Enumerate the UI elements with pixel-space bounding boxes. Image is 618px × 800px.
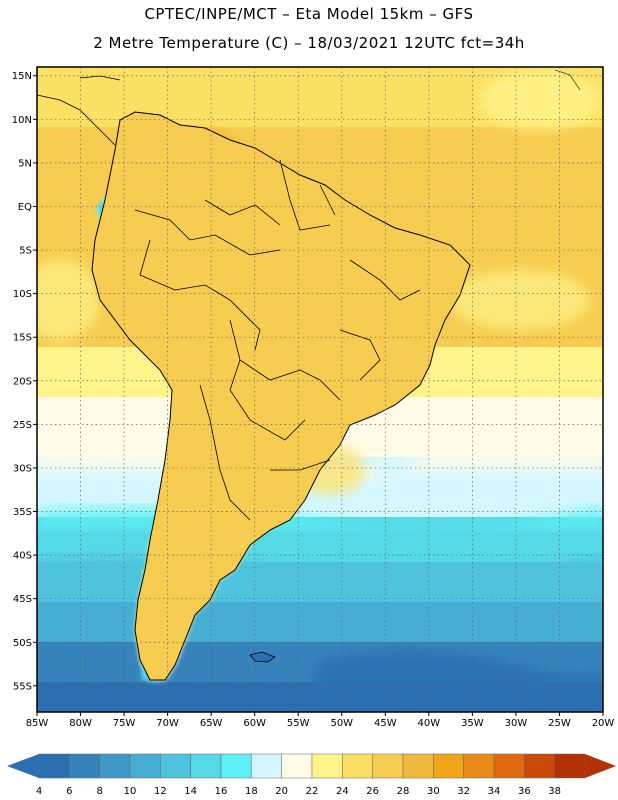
colorbar-label: 22 (306, 786, 319, 797)
lat-label: 55S (13, 681, 32, 692)
lon-label: 40W (418, 718, 441, 729)
lat-label: 5N (18, 158, 32, 169)
colorbar-label: 26 (366, 786, 379, 797)
lat-label: 25S (13, 420, 32, 431)
map-axes: 15N 10N 5N EQ 5S 10S 15S 20S 25S 30S 35S 40S 45S 50S 5… (12, 71, 615, 729)
lon-label: 35W (461, 718, 484, 729)
lon-label: 20W (592, 718, 615, 729)
colorbar-label: 28 (397, 786, 410, 797)
colorbar-label: 24 (336, 786, 349, 797)
lon-label: 65W (200, 718, 223, 729)
colorbar-swatch (160, 753, 191, 779)
lat-label: 10S (13, 289, 32, 300)
colorbar-label: 34 (488, 786, 501, 797)
lat-label: 15N (12, 71, 32, 82)
lon-label: 50W (330, 718, 353, 729)
colorbar-swatch (251, 753, 282, 779)
lat-label: 30S (13, 463, 32, 474)
colorbar-swatch (190, 753, 222, 779)
colorbar-swatch (433, 753, 464, 779)
lon-label: 45W (374, 718, 397, 729)
colorbar-label: 30 (427, 786, 440, 797)
lon-label: 85W (26, 718, 49, 729)
colorbar-swatch (69, 753, 100, 779)
colorbar-swatch (342, 753, 373, 779)
colorbar-label: 36 (518, 786, 531, 797)
lat-label: 5S (19, 246, 32, 257)
lon-label: 55W (287, 718, 310, 729)
lat-label: 45S (13, 594, 32, 605)
lat-label: 50S (13, 638, 32, 649)
lat-label: 35S (13, 507, 32, 518)
colorbar-arrow-low (7, 754, 39, 778)
colorbar-label: 12 (154, 786, 167, 797)
colorbar-swatch (311, 753, 343, 779)
colorbar-label: 32 (457, 786, 470, 797)
colorbar-arrow-high (585, 754, 616, 778)
lon-label: 75W (113, 718, 136, 729)
colorbar-label: 20 (275, 786, 288, 797)
colorbar-swatch (99, 753, 131, 779)
lat-label: 40S (13, 551, 32, 562)
lon-label: 70W (156, 718, 179, 729)
colorbar-swatch (281, 753, 313, 779)
colorbar-label: 14 (184, 786, 197, 797)
title-line-1: CPTEC/INPE/MCT – Eta Model 15km – GFS (144, 5, 474, 23)
title-line-2: 2 Metre Temperature (C) – 18/03/2021 12U… (93, 34, 525, 52)
colorbar-label: 6 (66, 786, 72, 797)
lon-label: 80W (69, 718, 92, 729)
lat-label: EQ (18, 202, 32, 213)
colorbar-label: 18 (245, 786, 258, 797)
colorbar-swatch (463, 753, 495, 779)
colorbar-swatch (220, 753, 252, 779)
colorbar: 4 6 8 10 12 14 16 18 20 22 24 26 28 30 32 34 36 38 (7, 753, 616, 797)
temperature-field (37, 67, 603, 712)
lat-label: 10N (12, 115, 32, 126)
lon-label: 25W (548, 718, 571, 729)
lat-label: 20S (13, 376, 32, 387)
colorbar-swatch (402, 753, 434, 779)
colorbar-label: 10 (124, 786, 137, 797)
colorbar-label: 16 (215, 786, 228, 797)
colorbar-label: 38 (548, 786, 561, 797)
lon-label: 60W (243, 718, 266, 729)
colorbar-swatch (493, 753, 525, 779)
colorbar-label: 4 (36, 786, 42, 797)
colorbar-swatch (129, 753, 161, 779)
lat-label: 15S (13, 333, 32, 344)
colorbar-label: 8 (96, 786, 102, 797)
colorbar-swatch (372, 753, 404, 779)
colorbar-swatch (524, 753, 555, 779)
lon-label: 30W (505, 718, 528, 729)
colorbar-swatch (554, 753, 586, 779)
map-frame (36, 66, 604, 713)
colorbar-swatch (38, 753, 70, 779)
